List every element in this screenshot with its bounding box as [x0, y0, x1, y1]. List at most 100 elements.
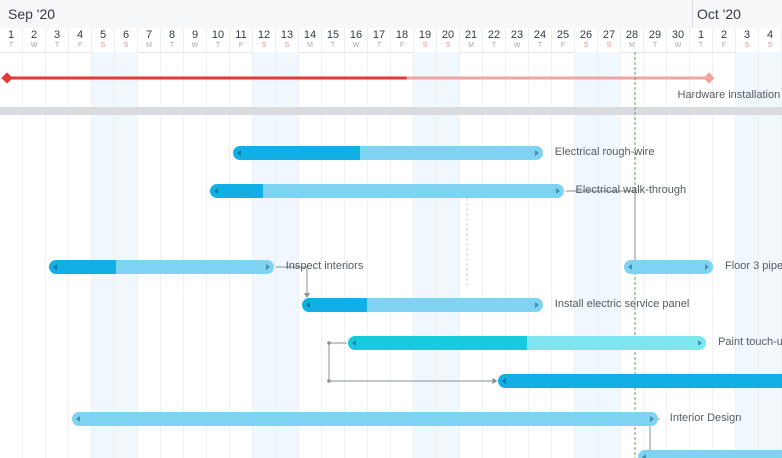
resize-left-handle-icon[interactable]: [352, 340, 356, 346]
day-number: 3: [743, 29, 751, 41]
task-bar[interactable]: [72, 412, 658, 426]
day-cell: 20 S: [437, 28, 460, 52]
day-column: [345, 52, 368, 458]
resize-right-handle-icon[interactable]: [534, 302, 539, 308]
resize-right-handle-icon[interactable]: [534, 150, 539, 156]
resize-right-handle-icon[interactable]: [649, 416, 654, 422]
day-cell: 29 T: [644, 28, 667, 52]
weekday-letter: S: [583, 42, 589, 49]
month-label: Oct '20: [697, 6, 741, 22]
weekday-letter: W: [191, 42, 199, 49]
day-number: 4: [76, 29, 84, 41]
day-cell: 25 F: [552, 28, 575, 52]
weekday-letter: S: [123, 42, 129, 49]
resize-left-handle-icon[interactable]: [641, 454, 646, 458]
task-progress-fill: [49, 260, 116, 274]
resize-left-handle-icon[interactable]: [306, 302, 310, 308]
day-number: 21: [464, 29, 478, 41]
resize-right-handle-icon[interactable]: [265, 264, 270, 270]
day-number: 18: [395, 29, 409, 41]
day-number: 1: [7, 29, 15, 41]
day-column: [184, 52, 207, 458]
task-label: Electrical rough-wire: [554, 146, 655, 158]
resize-left-handle-icon[interactable]: [53, 264, 57, 270]
day-cell: 30 W: [667, 28, 690, 52]
day-column: [483, 52, 506, 458]
weekday-letter: T: [8, 42, 14, 49]
task-bar[interactable]: [637, 450, 782, 458]
day-column: [368, 52, 391, 458]
day-number: 16: [349, 29, 363, 41]
day-cell: 21 M: [460, 28, 483, 52]
day-number: 12: [257, 29, 271, 41]
day-number: 2: [30, 29, 38, 41]
day-cell: 16 W: [345, 28, 368, 52]
weekend-column: [92, 52, 115, 458]
day-number: 26: [579, 29, 593, 41]
day-column: [322, 52, 345, 458]
resize-left-handle-icon[interactable]: [76, 416, 80, 422]
resize-right-handle-icon[interactable]: [698, 340, 703, 346]
weekday-letter: S: [744, 42, 750, 49]
day-column: [161, 52, 184, 458]
weekday-letter: T: [652, 42, 658, 49]
weekday-letter: S: [606, 42, 612, 49]
day-cell: 22 T: [483, 28, 506, 52]
day-cell: 26 S: [575, 28, 598, 52]
weekday-letter: T: [54, 42, 60, 49]
day-column: [230, 52, 253, 458]
day-column: [460, 52, 483, 458]
resize-right-handle-icon[interactable]: [705, 264, 709, 270]
summary-row-separator: [0, 107, 782, 115]
task-bar[interactable]: [497, 374, 782, 388]
weekday-letter: W: [513, 42, 521, 49]
day-number: 6: [122, 29, 130, 41]
day-number: 3: [53, 29, 61, 41]
day-column: [621, 52, 644, 458]
task-label: Install electric service panel: [554, 298, 690, 310]
day-cell: 19 S: [414, 28, 437, 52]
day-column: [69, 52, 92, 458]
weekday-letter: W: [674, 42, 682, 49]
task-bar[interactable]: [233, 146, 543, 160]
day-column: [506, 52, 529, 458]
task-bar[interactable]: [348, 336, 707, 350]
day-number: 10: [211, 29, 225, 41]
day-number: 15: [326, 29, 340, 41]
day-number: 2: [720, 29, 728, 41]
day-column: [46, 52, 69, 458]
task-bar[interactable]: [210, 184, 564, 198]
day-column: [529, 52, 552, 458]
resize-left-handle-icon[interactable]: [628, 264, 632, 270]
task-bar[interactable]: [302, 298, 543, 312]
resize-right-handle-icon[interactable]: [555, 188, 560, 194]
task-bar[interactable]: [624, 260, 713, 274]
task-bar[interactable]: [49, 260, 274, 274]
weekday-letter: M: [468, 42, 474, 49]
day-cell: 10 T: [207, 28, 230, 52]
weekday-letter: S: [261, 42, 267, 49]
day-number: 24: [533, 29, 547, 41]
resize-left-handle-icon[interactable]: [214, 188, 218, 194]
weekday-letter: S: [422, 42, 428, 49]
weekend-column: [115, 52, 138, 458]
weekday-letter: T: [376, 42, 382, 49]
month-separator: [692, 0, 693, 28]
weekday-letter: F: [77, 42, 83, 49]
day-number: 23: [510, 29, 524, 41]
weekday-letter: W: [30, 42, 38, 49]
resize-left-handle-icon[interactable]: [501, 378, 506, 384]
task-label: Floor 3 pipeline: [725, 260, 782, 272]
month-label: Sep '20: [8, 6, 56, 22]
day-cell: 18 F: [391, 28, 414, 52]
weekday-letter: F: [560, 42, 566, 49]
resize-left-handle-icon[interactable]: [237, 150, 241, 156]
task-label: Electrical walk-through: [575, 184, 687, 196]
weekday-letter: F: [721, 42, 727, 49]
day-column: [0, 52, 23, 458]
